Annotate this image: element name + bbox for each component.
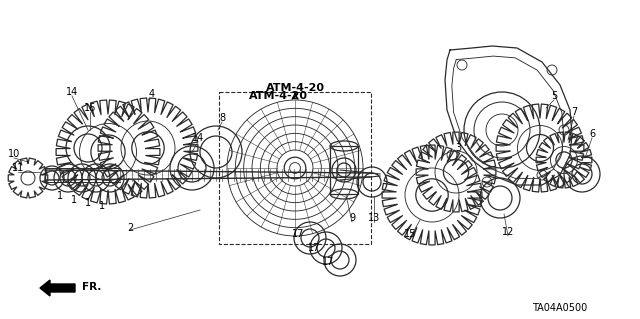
Text: 6: 6 — [589, 129, 595, 139]
Text: 1: 1 — [85, 198, 91, 208]
Text: 4: 4 — [149, 89, 155, 99]
Text: 14: 14 — [66, 87, 78, 97]
Text: 1: 1 — [71, 195, 77, 205]
Text: TA04A0500: TA04A0500 — [532, 303, 588, 313]
Text: 3: 3 — [455, 143, 461, 153]
Text: 1: 1 — [99, 201, 105, 211]
Text: 13: 13 — [368, 213, 380, 223]
Text: 2: 2 — [127, 223, 133, 233]
Text: 16: 16 — [84, 103, 96, 113]
Text: 1: 1 — [57, 191, 63, 201]
Text: FR.: FR. — [82, 282, 101, 292]
Text: 12: 12 — [502, 227, 514, 237]
Text: 7: 7 — [571, 107, 577, 117]
Bar — [219, 92, 371, 244]
Text: ATM-4-20: ATM-4-20 — [266, 83, 324, 93]
Text: 5: 5 — [551, 91, 557, 101]
FancyArrow shape — [40, 280, 75, 296]
Text: 17: 17 — [308, 243, 320, 253]
Text: ATM-4-20: ATM-4-20 — [248, 91, 307, 101]
Text: 10: 10 — [8, 149, 20, 159]
Text: 15: 15 — [404, 229, 416, 239]
Text: 11: 11 — [12, 163, 24, 173]
Text: 17: 17 — [322, 257, 334, 267]
Text: 8: 8 — [219, 113, 225, 123]
Text: 9: 9 — [349, 213, 355, 223]
Text: 17: 17 — [292, 229, 304, 239]
Bar — [330, 146, 358, 194]
Text: 14: 14 — [192, 133, 204, 143]
